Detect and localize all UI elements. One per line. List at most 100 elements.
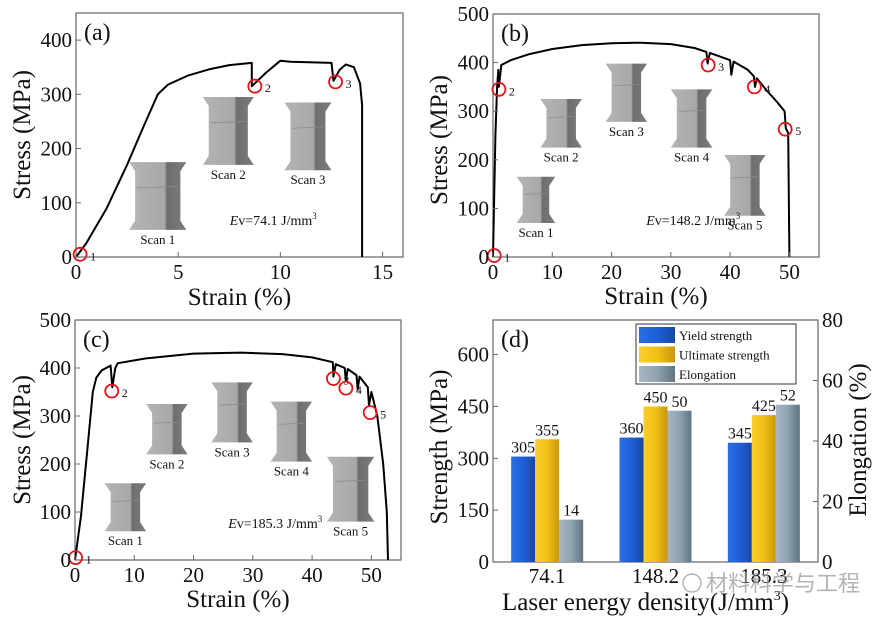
x-tick-label: 10: [270, 260, 291, 284]
energy-density-annotation: Ev=74.1 J/mm3: [229, 211, 318, 229]
scan-point-label: 3: [343, 374, 349, 388]
scan-point-marker: [68, 550, 83, 565]
legend: Yield strength Ultimate strength Elongatio…: [635, 323, 797, 385]
scan-point-marker: [362, 405, 378, 421]
bar-value-label: 305: [511, 440, 535, 457]
specimen-shape: [211, 382, 253, 443]
scan-point-marker: [338, 380, 354, 396]
legend-entry: Ultimate strength: [679, 348, 770, 363]
x-tick-label: 30: [242, 563, 263, 587]
x-tick-label: 40: [302, 563, 323, 587]
bar-elongation: [667, 410, 692, 562]
scan-point-label: 4: [356, 383, 362, 397]
stress-strain-curve: [75, 59, 364, 258]
legend-swatch: [639, 327, 675, 343]
panel-label: (a): [84, 20, 111, 46]
bar-yield-strength: [619, 437, 644, 562]
bar-elongation: [775, 404, 800, 562]
x-tick-label: 5: [173, 260, 184, 284]
y-tick-label: 100: [40, 500, 72, 524]
scan-point-label: 1: [504, 251, 510, 265]
scan-point-marker: [700, 57, 716, 73]
scan-label: Scan 3: [290, 172, 325, 187]
bar-value-label: 50: [672, 394, 688, 411]
x-axis-label: Strain (%): [604, 283, 707, 310]
y-tick-label: 150: [458, 498, 490, 522]
bar-elongation: [559, 519, 584, 562]
scan-point-marker: [777, 121, 793, 137]
specimen-crack: [334, 479, 367, 482]
y-right-tick-label: 20: [822, 490, 843, 514]
specimen-image: Scan 3: [605, 63, 648, 139]
specimen-image: Scan 3: [211, 382, 253, 459]
specimen-image: Scan 2: [540, 99, 582, 165]
y-tick-label: 400: [41, 28, 73, 52]
specimen-crack: [210, 121, 246, 124]
y-right-tick-label: 60: [822, 369, 843, 393]
legend-entry: Elongation: [679, 367, 737, 382]
x-axis-label: Strain (%): [186, 586, 289, 613]
wechat-icon: [682, 573, 702, 593]
y-right-tick-label: 80: [822, 308, 843, 332]
scan-point-marker: [104, 383, 120, 399]
x-tick-label: 15: [372, 260, 393, 284]
specimen-image: Scan 4: [270, 401, 313, 479]
y-tick-label: 100: [41, 191, 73, 215]
bar-value-label: 355: [535, 422, 559, 439]
scan-label: Scan 3: [609, 124, 644, 139]
specimen-crack: [732, 176, 758, 179]
bar-value-label: 52: [780, 388, 796, 405]
x-tick-label: 20: [601, 260, 622, 284]
scan-label: Scan 4: [274, 464, 310, 479]
specimen-image: Scan 3: [284, 102, 332, 187]
specimen-shape: [605, 63, 648, 122]
x-axis-label: Laser energy density(J/mm3): [502, 589, 789, 616]
scan-point-label: 2: [509, 84, 515, 98]
x-tick-label: 50: [361, 563, 382, 587]
specimen-image: Scan 2: [146, 404, 188, 471]
scan-point-label: 1: [90, 249, 96, 263]
scan-label: Scan 5: [727, 218, 762, 233]
scan-point-marker: [326, 371, 341, 386]
y-tick-label: 600: [458, 343, 490, 367]
bar-ultimate-strength: [643, 406, 668, 562]
bar-value-label: 345: [728, 426, 752, 443]
specimen-image: Scan 1: [129, 162, 187, 247]
scan-label: Scan 3: [215, 444, 250, 459]
legend-swatch: [639, 366, 675, 382]
scan-label: Scan 2: [544, 150, 579, 165]
specimen-image: Scan 1: [516, 176, 556, 240]
y-tick-label: 450: [458, 394, 490, 418]
y-axis-label: Strength (MPa): [426, 370, 453, 525]
specimen-shape: [670, 89, 713, 148]
legend-swatch: [639, 346, 675, 363]
plot-frame: [492, 13, 820, 258]
specimen-crack: [613, 84, 640, 87]
scan-point-label: 4: [764, 82, 770, 96]
y-axis-label: Stress (MPa): [9, 375, 36, 505]
specimen-crack: [154, 421, 180, 424]
energy-density-annotation: Ev=185.3 J/mm3: [227, 514, 323, 532]
specimen-crack: [137, 186, 179, 189]
y-tick-label: 0: [61, 548, 72, 572]
specimen-shape: [284, 102, 332, 171]
x-tick-label: 20: [183, 563, 204, 587]
y-tick-label: 300: [458, 446, 490, 470]
x-tick-label: 40: [720, 260, 741, 284]
bar-yield-strength: [727, 442, 752, 562]
scan-point-label: 1: [86, 553, 92, 567]
y-tick-label: 0: [479, 550, 490, 574]
specimen-shape: [146, 404, 188, 455]
x-tick-label: 148.2: [632, 564, 679, 588]
specimen-image: Scan 4: [670, 89, 713, 165]
bar-value-label: 14: [563, 503, 579, 520]
y-tick-label: 300: [458, 99, 490, 123]
specimen-shape: [540, 99, 582, 148]
x-tick-label: 10: [542, 260, 563, 284]
specimen-shape: [270, 401, 313, 462]
y-right-tick-label: 0: [822, 550, 833, 574]
x-axis-label: Strain (%): [188, 284, 291, 311]
panel-label: (d): [501, 327, 529, 353]
